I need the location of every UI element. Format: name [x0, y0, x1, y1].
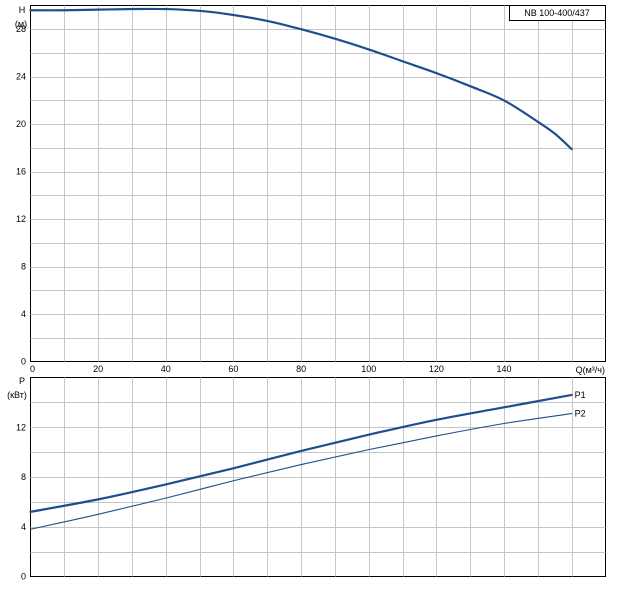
head-axis-symbol: H: [19, 5, 26, 15]
power-chart-panel: 0 4 8 12 P (кВт) P1 P2: [7, 376, 606, 582]
power-y-tick-label: 4: [21, 522, 26, 532]
head-grid: [30, 5, 606, 362]
head-y-tick-label: 12: [16, 214, 26, 224]
x-tick-label: 100: [361, 364, 376, 374]
power-curve-layer: P1 P2: [29, 390, 586, 530]
x-tick-label: 80: [296, 364, 306, 374]
head-tick-labels: 0 4 8 12 16 20 24 28 0 20 40 60 80 100 120 140: [16, 24, 512, 374]
power-y-tick-label: 8: [21, 472, 26, 482]
head-chart-panel: 0 4 8 12 16 20 24 28 0 20 40 60 80 100 120 140 H (м) Q(…: [15, 5, 606, 375]
x-tick-label: 140: [497, 364, 512, 374]
power-axis-symbol: P: [19, 376, 25, 386]
head-y-tick-label: 20: [16, 119, 26, 129]
pump-model-box: [509, 5, 606, 21]
head-axis-unit: (м): [15, 19, 27, 29]
head-plot-area: [30, 5, 606, 362]
head-series-line: [29, 7, 573, 151]
series-label-p1: P1: [575, 390, 586, 400]
flow-axis-label: Q(м³/ч): [576, 365, 605, 375]
power-tick-labels: 0 4 8 12: [16, 422, 26, 581]
head-y-tick-label: 4: [21, 309, 26, 319]
head-y-tick-label: 28: [16, 24, 26, 34]
head-curve-layer: [29, 7, 573, 151]
power-y-tick-label: 12: [16, 422, 26, 432]
x-tick-label: 120: [429, 364, 444, 374]
head-y-tick-label: 24: [16, 72, 26, 82]
pump-model-title: NB 100-400/437: [524, 8, 590, 18]
x-tick-label: 20: [93, 364, 103, 374]
power-grid: [30, 377, 606, 577]
head-y-tick-label: 16: [16, 167, 26, 177]
head-y-tick-label: 8: [21, 262, 26, 272]
series-label-p2: P2: [575, 409, 586, 419]
power-axis-unit: (кВт): [7, 390, 27, 400]
x-tick-label: 0: [30, 364, 35, 374]
head-y-tick-label: 0: [21, 357, 26, 367]
x-tick-label: 60: [228, 364, 238, 374]
power-series-line-p2: [29, 413, 573, 530]
x-tick-label: 40: [161, 364, 171, 374]
power-y-tick-label: 0: [21, 572, 26, 582]
power-series-line-p1: [29, 393, 573, 513]
